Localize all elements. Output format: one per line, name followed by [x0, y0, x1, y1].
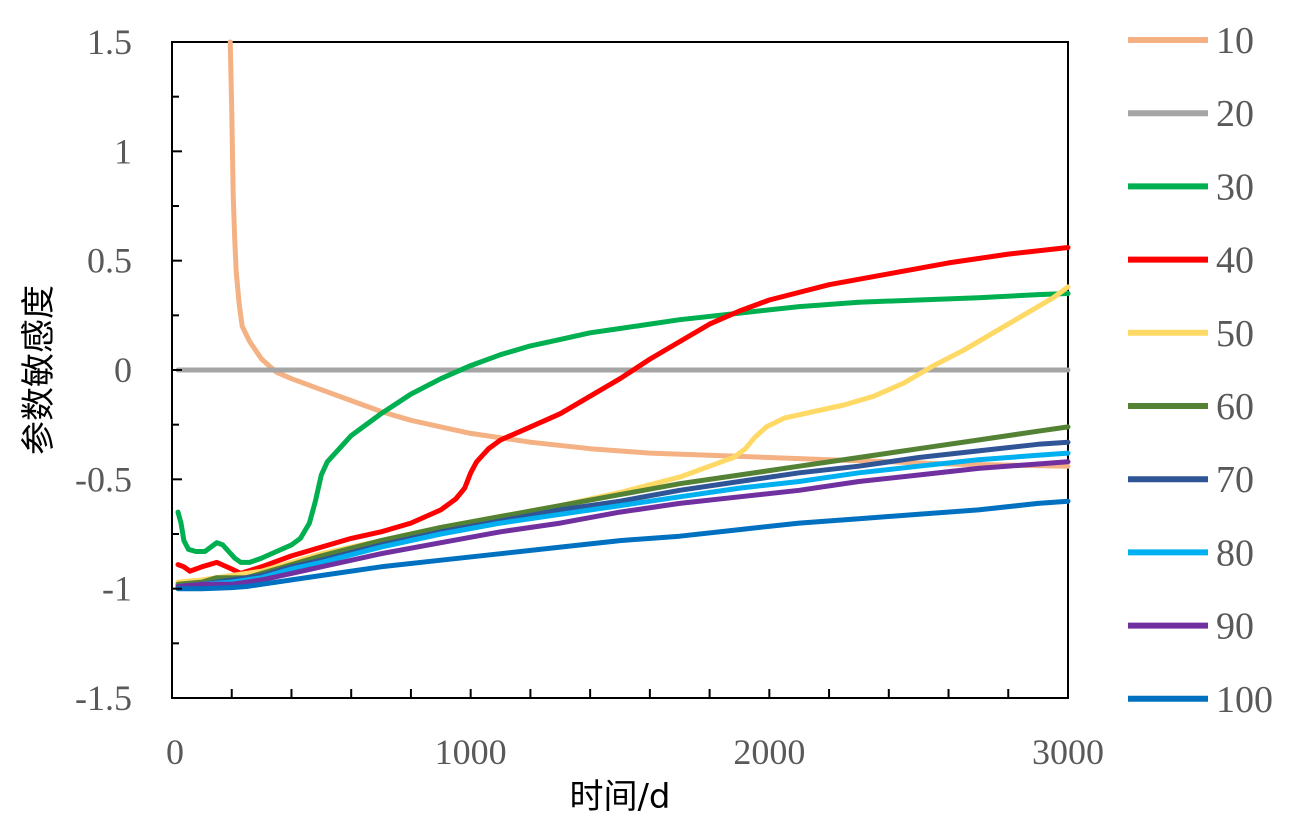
legend-item-40: 40	[1128, 240, 1254, 282]
x-axis-title: 时间/d	[569, 777, 670, 817]
legend-label: 50	[1216, 313, 1254, 355]
y-tick-label: -1.5	[75, 678, 132, 718]
y-tick-label: 1.5	[87, 22, 132, 62]
legend-item-80: 80	[1128, 532, 1254, 574]
series-line-90	[175, 459, 1071, 589]
series-line-30	[175, 291, 1071, 565]
legend-item-20: 20	[1128, 93, 1254, 135]
legend-item-70: 70	[1128, 459, 1254, 501]
legend-item-10: 10	[1128, 20, 1254, 62]
legend-label: 70	[1216, 459, 1254, 501]
x-tick-label: 1000	[435, 732, 507, 772]
legend-label: 90	[1216, 606, 1254, 648]
x-tick-label: 3000	[1032, 732, 1104, 772]
series-line-10	[227, 39, 1071, 469]
x-tick-label: 2000	[733, 732, 805, 772]
legend: 10 20 30 40 50 60 70 80 90 100	[1128, 20, 1273, 721]
series-line-50	[175, 284, 1071, 585]
legend-label: 30	[1216, 166, 1254, 208]
legend-item-30: 30	[1128, 166, 1254, 208]
legend-label: 100	[1216, 679, 1273, 721]
legend-item-90: 90	[1128, 606, 1254, 648]
legend-label: 60	[1216, 386, 1254, 428]
x-tick-label: 0	[166, 732, 184, 772]
legend-label: 80	[1216, 532, 1254, 574]
legend-label: 10	[1216, 20, 1254, 62]
series-line-100	[175, 498, 1071, 592]
legend-item-50: 50	[1128, 313, 1254, 355]
y-tick-label: -0.5	[75, 459, 132, 499]
y-tick-label: 1	[114, 131, 132, 171]
y-tick-label: 0.5	[87, 241, 132, 281]
legend-label: 20	[1216, 93, 1254, 135]
legend-item-60: 60	[1128, 386, 1254, 428]
legend-item-100: 100	[1128, 679, 1273, 721]
legend-label: 40	[1216, 240, 1254, 282]
y-tick-label: 0	[114, 350, 132, 390]
y-tick-label: -1	[102, 569, 132, 609]
axes-layer: 1.5 1 0.5 0 -0.5 -1 -1.5 0 1000 2000 3000	[75, 22, 1104, 772]
y-axis-title: 参数敏感度	[19, 285, 59, 455]
series-layer	[175, 39, 1071, 592]
series-line-40	[175, 245, 1071, 576]
